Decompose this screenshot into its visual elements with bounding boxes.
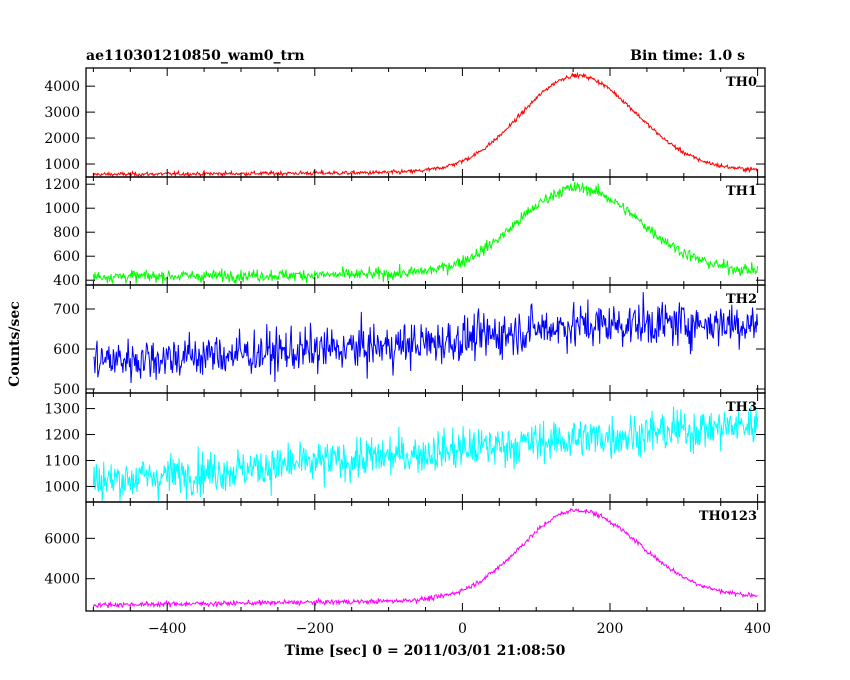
bin-time-label: Bin time: 1.0 s: [630, 48, 745, 64]
y-tick-label: 700: [53, 302, 80, 318]
panel-label: TH2: [726, 292, 757, 307]
y-tick-label: 1000: [44, 479, 80, 495]
series-line-th1: [92, 181, 759, 285]
y-tick-label: 1200: [44, 428, 80, 444]
x-axis: −400 −200 0 200 400: [148, 621, 771, 637]
y-tick-label: 4000: [44, 572, 80, 588]
y-tick-label: 1200: [44, 177, 80, 193]
series-line-th0123: [92, 507, 758, 609]
panel-th1: 400 600 800 1000 1200 TH1: [44, 176, 766, 289]
panels-group: 1000 2000 3000 4000 TH0 400 600 800 1000 1200 TH1 5…: [44, 67, 766, 612]
y-tick-label: 3000: [44, 105, 80, 121]
series-line-th2: [93, 291, 759, 384]
series-line-th3: [92, 405, 759, 502]
panel-label: TH0: [726, 75, 757, 90]
x-tick-label: −400: [148, 621, 186, 637]
panel-frame: [85, 501, 766, 612]
chart-title: ae110301210850_wam0_trn: [86, 48, 305, 64]
y-tick-label: 800: [53, 225, 80, 241]
panel-th0: 1000 2000 3000 4000 TH0: [44, 67, 766, 178]
y-tick-label: 600: [53, 249, 80, 265]
panel-th0123: 4000 6000 TH0123: [44, 501, 766, 612]
y-tick-label: 1000: [44, 201, 80, 217]
y-tick-label: 1000: [44, 157, 80, 173]
panel-frame: [85, 67, 766, 178]
x-tick-label: 400: [744, 621, 771, 637]
x-tick-label: −200: [296, 621, 334, 637]
x-tick-label: 200: [597, 621, 624, 637]
panel-th3: 1000 1100 1200 1300 TH3: [44, 392, 766, 503]
y-tick-label: 6000: [44, 531, 80, 547]
y-tick-label: 2000: [44, 131, 80, 147]
y-tick-label: 500: [53, 382, 80, 398]
y-axis-label: Counts/sec: [7, 301, 23, 387]
x-axis-label: Time [sec] 0 = 2011/03/01 21:08:50: [285, 643, 566, 659]
panel-label: TH1: [726, 184, 757, 199]
y-tick-label: 400: [53, 273, 80, 289]
y-tick-label: 1300: [44, 402, 80, 418]
panel-label: TH3: [726, 400, 757, 415]
y-tick-label: 600: [53, 342, 80, 358]
panel-th2: 500 600 700 TH2: [53, 284, 766, 398]
x-tick-label: 0: [458, 621, 467, 637]
panel-label: TH0123: [699, 509, 757, 524]
series-line-th0: [93, 71, 759, 178]
y-tick-label: 1100: [44, 453, 80, 469]
y-tick-label: 4000: [44, 79, 80, 95]
